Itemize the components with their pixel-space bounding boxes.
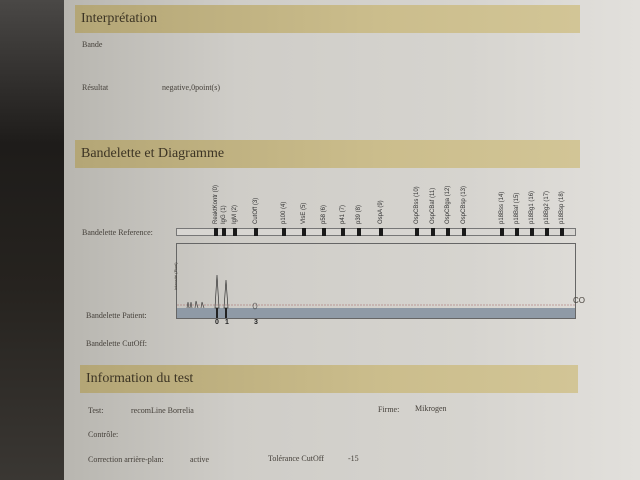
band-label: OspCBsp (13) xyxy=(461,185,467,224)
section-header-test-info: Information du test xyxy=(80,365,578,393)
band-label: p39 (8) xyxy=(356,204,362,224)
controle-label: Contrôle: xyxy=(88,430,119,439)
firme-value: Mikrogen xyxy=(415,404,447,413)
patient-band-1 xyxy=(225,308,227,318)
reference-band-tick xyxy=(462,228,466,236)
detected-band-number: 3 xyxy=(254,319,258,326)
peak-band-1 xyxy=(223,279,229,309)
test-label: Test: xyxy=(88,406,104,415)
reference-band-tick xyxy=(560,228,564,236)
background-desk xyxy=(0,0,70,480)
reference-band-tick xyxy=(322,228,326,236)
firme-label: Firme: xyxy=(378,405,400,414)
bande-label: Bande xyxy=(82,40,103,49)
band-label: p18Bg1 (16) xyxy=(529,190,535,224)
intensity-plot xyxy=(177,274,575,318)
band-label: OspA (9) xyxy=(378,200,384,224)
band-label: p18Bss (14) xyxy=(499,191,505,224)
reference-band-tick xyxy=(415,228,419,236)
patient-strip-label: Bandelette Patient: xyxy=(86,311,147,320)
detected-band-number: 1 xyxy=(225,319,229,326)
reference-band-tick xyxy=(357,228,361,236)
band-label: p18Baf (15) xyxy=(514,192,520,224)
y-axis-label: Intensité (Pixel) xyxy=(173,262,178,290)
detected-band-number: 0 xyxy=(215,319,219,326)
reference-strip xyxy=(176,228,576,236)
tolerance-label: Tolérance CutOff xyxy=(268,454,324,463)
reference-band-tick xyxy=(222,228,226,236)
band-label: p41 (7) xyxy=(340,204,346,224)
band-label: IgM (2) xyxy=(232,204,238,224)
reference-band-tick xyxy=(214,228,218,236)
reference-band-tick xyxy=(446,228,450,236)
section-header-interpretation: Interprétation xyxy=(75,5,580,33)
band-label: p58 (6) xyxy=(321,204,327,224)
band-label: IgG (1) xyxy=(221,205,227,224)
intensity-chart: Intensité (Pixel) xyxy=(173,243,576,319)
band-label: OspCBaf (11) xyxy=(430,187,436,224)
band-label: p18Bg2 (17) xyxy=(544,190,550,224)
resultat-value: negative,0point(s) xyxy=(162,83,220,92)
band-label: VlsE (5) xyxy=(301,202,307,224)
test-value: recomLine Borrelia xyxy=(131,406,194,415)
reference-band-tick xyxy=(500,228,504,236)
reference-band-tick xyxy=(282,228,286,236)
section-header-diagram: Bandelette et Diagramme xyxy=(75,140,580,168)
reference-band-tick xyxy=(254,228,258,236)
correction-value: active xyxy=(190,455,210,464)
reference-band-tick xyxy=(233,228,237,236)
band-label: CutOff (3) xyxy=(253,197,259,224)
tolerance-value: -15 xyxy=(348,454,359,463)
resultat-label: Résultat xyxy=(82,83,109,92)
patient-strip xyxy=(177,308,575,318)
reference-band-tick xyxy=(341,228,345,236)
reference-band-tick xyxy=(545,228,549,236)
band-label: p100 (4) xyxy=(281,201,287,224)
peak-band-3 xyxy=(252,302,258,310)
reference-strip-label: Bandelette Reference: xyxy=(82,228,153,237)
reference-band-tick xyxy=(379,228,383,236)
paper-document xyxy=(64,0,640,480)
patient-band-0 xyxy=(216,308,218,318)
peak-band-0 xyxy=(214,274,220,309)
correction-label: Correction arrière-plan: xyxy=(88,455,164,464)
band-label: OspCBss (10) xyxy=(414,186,420,224)
reference-band-tick xyxy=(515,228,519,236)
band-label: p18Bsp (18) xyxy=(559,191,565,224)
reference-band-tick xyxy=(431,228,435,236)
cutoff-strip-label: Bandelette CutOff: xyxy=(86,339,147,348)
reference-band-tick xyxy=(302,228,306,236)
cutoff-marker: CO xyxy=(573,296,585,305)
band-label: OspCBga (12) xyxy=(445,185,451,224)
band-label: ReaktKontr (0) xyxy=(213,184,219,224)
small-peaks xyxy=(186,300,205,309)
reference-band-tick xyxy=(530,228,534,236)
